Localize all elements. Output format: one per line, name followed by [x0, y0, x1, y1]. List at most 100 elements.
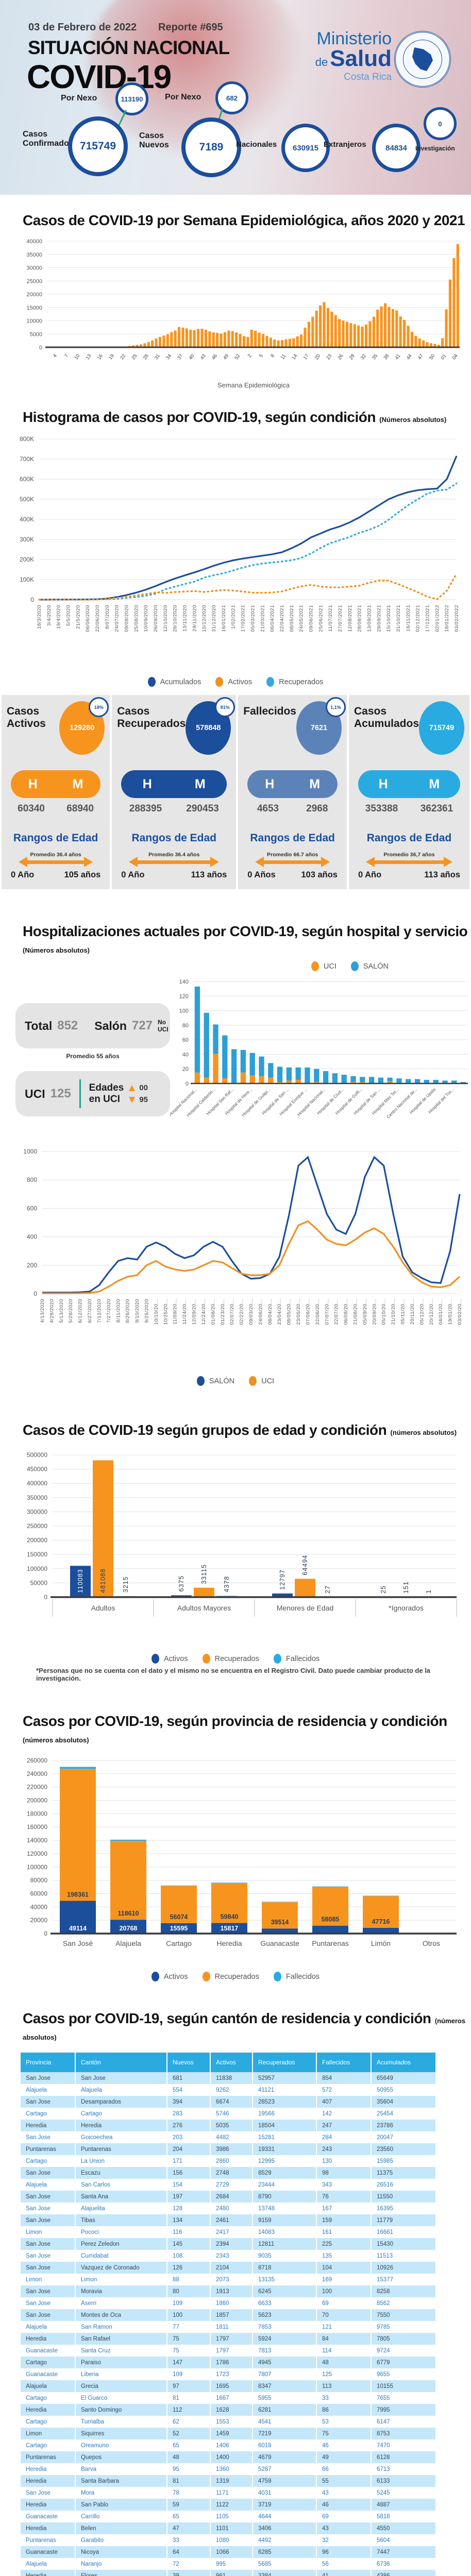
svg-text:17/02/2021: 17/02/2021 — [241, 605, 246, 632]
svg-text:500K: 500K — [20, 496, 34, 503]
svg-text:06/08/20...: 06/08/20... — [343, 1299, 349, 1325]
table-cell: 2104 — [210, 2262, 253, 2274]
table-cell: San Rafael — [75, 2333, 167, 2345]
legend-dot-icon — [273, 1972, 281, 1981]
svg-text:8/26/2020: 8/26/2020 — [125, 1299, 131, 1323]
table-cell: 43 — [316, 2487, 372, 2499]
edad-min: 0 Año — [121, 870, 145, 879]
svg-text:8/11/2020: 8/11/2020 — [115, 1299, 121, 1323]
table-cell: 2860 — [210, 2155, 253, 2167]
hospitalizations-section: Hospitalizaciones actuales por COVID-19,… — [0, 923, 471, 1386]
svg-text:58085: 58085 — [322, 1916, 340, 1923]
table-cell: 86 — [316, 2404, 372, 2416]
svg-text:0: 0 — [44, 1930, 47, 1937]
table-cell: 135 — [316, 2250, 372, 2262]
table-cell: 2729 — [210, 2179, 253, 2191]
legend-item: Activos — [151, 1972, 188, 1981]
svg-text:Centro Nacional de...: Centro Nacional de... — [385, 1087, 418, 1120]
table-cell: 15281 — [253, 2131, 317, 2143]
svg-text:13/09/2021: 13/09/2021 — [366, 605, 372, 632]
table-cell: 4550 — [371, 2522, 436, 2534]
svg-text:5/13/2020: 5/13/2020 — [59, 1299, 64, 1323]
svg-text:04/01/20...: 04/01/20... — [438, 1299, 444, 1325]
table-cell: Montes de Oca — [75, 2309, 167, 2321]
svg-text:04: 04 — [451, 353, 459, 361]
table-cell: 1400 — [210, 2451, 253, 2463]
table-cell: San Jose — [21, 2167, 76, 2179]
svg-text:20768: 20768 — [120, 1925, 138, 1932]
svg-text:9/25/2020: 9/25/2020 — [144, 1299, 150, 1323]
column-header: Activos — [210, 2053, 253, 2072]
table-row: San Jose Escazu 156 2748 8529 98 11375 — [21, 2167, 436, 2179]
table-cell: La Union — [75, 2155, 167, 2167]
legend-dot-icon — [151, 1654, 159, 1664]
legend-dot-icon — [311, 961, 319, 971]
table-cell: 134 — [167, 2214, 211, 2226]
svg-text:250000: 250000 — [27, 1522, 47, 1530]
table-cell: 4644 — [253, 2511, 317, 2522]
hombres-value: 4653 — [257, 803, 279, 814]
costa-rica-map-icon — [412, 47, 433, 71]
svg-text:08/05/2021: 08/05/2021 — [289, 605, 295, 632]
svg-text:40000: 40000 — [26, 239, 42, 245]
svg-text:5/28/2020: 5/28/2020 — [68, 1299, 74, 1323]
table-cell: 100 — [167, 2309, 211, 2321]
legend-item: UCI — [249, 1376, 274, 1386]
table-cell: Cartago — [21, 2357, 76, 2368]
svg-text:200: 200 — [27, 1262, 37, 1269]
table-cell: 59 — [167, 2499, 211, 2511]
table-cell: 33 — [316, 2392, 372, 2404]
table-cell: 108 — [167, 2250, 211, 2262]
svg-text:Adultos Mayores: Adultos Mayores — [177, 1604, 231, 1612]
table-cell: Moravia — [75, 2285, 167, 2297]
table-cell: Cartago — [21, 2416, 76, 2428]
svg-text:240000: 240000 — [27, 1770, 47, 1777]
table-cell: 9785 — [371, 2321, 436, 2333]
svg-text:29: 29 — [348, 353, 356, 361]
table-cell: 7807 — [253, 2368, 317, 2380]
svg-text:1000: 1000 — [23, 1148, 37, 1155]
table-cell: 6736 — [371, 2558, 436, 2570]
promedio-label: Promedio 36.4 años — [30, 852, 81, 858]
svg-text:50000: 50000 — [30, 1579, 48, 1586]
table-cell: 8347 — [253, 2380, 317, 2392]
table-cell: Siquirres — [75, 2428, 167, 2439]
card-value-blob: 129280 18% — [59, 697, 109, 755]
svg-text:22: 22 — [119, 353, 127, 361]
svg-text:9/10/2020: 9/10/2020 — [134, 1299, 140, 1323]
svg-text:01/08/20...: 01/08/20... — [210, 1299, 216, 1325]
table-cell: 1667 — [210, 2392, 253, 2404]
promedio-label: Promedio 66.7 años — [267, 852, 318, 858]
table-cell: 145 — [167, 2238, 211, 2250]
table-cell: Limon — [21, 2428, 76, 2439]
legend-dot-icon — [151, 1972, 159, 1981]
table-cell: 65 — [167, 2439, 211, 2451]
svg-text:28/08/2021: 28/08/2021 — [357, 605, 363, 632]
svg-text:49114: 49114 — [69, 1925, 87, 1932]
svg-text:3/4/2020: 3/4/2020 — [46, 605, 52, 626]
extranjeros-value: 84834 — [372, 124, 420, 172]
svg-text:19/01/20...: 19/01/20... — [448, 1299, 453, 1325]
table-row: Cartago El Guarco 81 1667 5955 33 7655 — [21, 2392, 436, 2404]
histogram-subtitle: (Números absolutos) — [379, 416, 447, 423]
table-cell: 4482 — [210, 2131, 253, 2143]
table-cell: 3406 — [253, 2522, 317, 2534]
svg-text:20: 20 — [182, 1066, 189, 1073]
table-cell: San Pablo — [75, 2499, 167, 2511]
table-cell: 56 — [316, 2558, 372, 2570]
no-uci-label: No UCI — [157, 1019, 169, 1033]
svg-text:13: 13 — [85, 353, 93, 361]
legend-item: Recuperados — [266, 677, 323, 687]
table-cell: 78 — [167, 2487, 211, 2499]
canton-table: Provincia Cantón Nuevos Activos Recuperados F… — [21, 2053, 436, 2576]
histogram-legend: Acumulados Activos Recuperados — [0, 677, 471, 687]
svg-text:0: 0 — [39, 345, 42, 351]
por-nexo-2-value: 682 — [215, 81, 248, 114]
svg-text:4: 4 — [52, 353, 58, 359]
svg-text:2: 2 — [247, 353, 253, 359]
svg-text:27: 27 — [324, 1585, 331, 1594]
svg-text:25000: 25000 — [26, 278, 42, 284]
svg-text:20: 20 — [314, 353, 322, 361]
table-cell: 572 — [316, 2084, 372, 2096]
